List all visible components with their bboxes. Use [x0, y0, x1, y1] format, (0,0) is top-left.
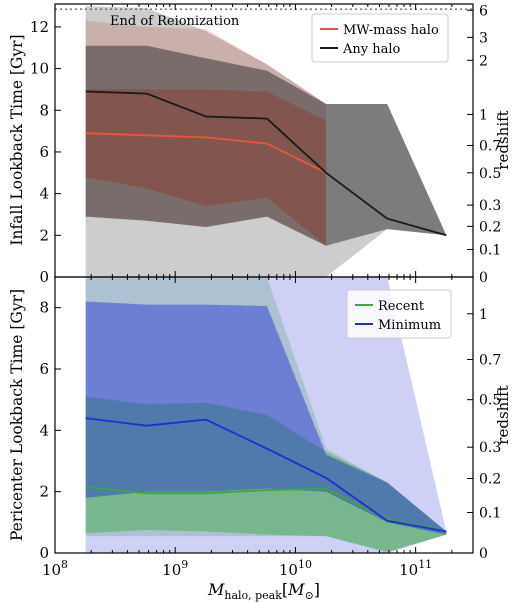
- redshift-tick-label: 1: [479, 107, 488, 123]
- redshift-tick-label: 0.2: [479, 471, 501, 487]
- y-tick-label: 4: [39, 421, 49, 439]
- mw-mass-halo-outer-band: [85, 20, 327, 246]
- x-tick-label: 1011: [399, 558, 432, 579]
- redshift-tick-label: 0.7: [479, 139, 501, 155]
- redshift-tick-label: 0.3: [479, 440, 501, 456]
- redshift-tick-label: 0.2: [479, 219, 501, 235]
- redshift-tick-label: 0.1: [479, 242, 501, 258]
- y-tick-label: 4: [39, 185, 49, 203]
- redshift-tick-label: 0.1: [479, 506, 501, 522]
- x-tick-label: 109: [162, 558, 188, 579]
- y-tick-label: 2: [39, 483, 49, 501]
- any-halo-median-line: [85, 90, 447, 237]
- bottom-redshift-axis: 0 0.1 0.2 0.3 0.5 0.7 1: [467, 307, 501, 562]
- y-tick-label: 0: [39, 268, 49, 286]
- any-halo-inner-band: [85, 45, 447, 246]
- recent-outer-band: [85, 277, 447, 553]
- minimum-inner-band: [85, 301, 447, 535]
- legend-label-recent: Recent: [378, 299, 425, 314]
- redshift-tick-label: 2: [479, 53, 488, 69]
- top-redshift-axis: 0 0.1 0.2 0.3 0.5 0.7 1 2 3 6: [467, 3, 501, 286]
- x-axis: 108 109 1010 1011: [42, 277, 474, 579]
- bottom-redshift-axis-label: redshift: [494, 385, 512, 444]
- redshift-tick-label: 0.5: [479, 393, 501, 409]
- redshift-tick-label: 0.7: [479, 352, 501, 368]
- any-halo-outer-band: [85, 6, 447, 277]
- top-lines: [85, 90, 447, 237]
- top-redshift-axis-label: redshift: [494, 110, 512, 169]
- recent-inner-band: [85, 396, 447, 552]
- y-tick-label: 12: [30, 18, 49, 36]
- bottom-y-axis: 0 2 4 6 8: [39, 299, 61, 562]
- bottom-plot-frame: [54, 276, 474, 554]
- x-axis-label: Mhalo, peak[M⊙]: [207, 580, 320, 602]
- redshift-tick-label: 0: [479, 270, 488, 286]
- y-tick-label: 2: [39, 226, 49, 244]
- top-legend-box: [311, 13, 449, 63]
- y-tick-label: 6: [39, 360, 49, 378]
- redshift-tick-label: 1: [479, 307, 488, 323]
- bottom-legend-box: [346, 289, 452, 339]
- x-tick-label: 1010: [279, 558, 312, 579]
- bottom-panel: 0 2 4 6 8 0 0.1 0.2 0.3 0.5 0.7 1 108 109 1010 1011 P…: [8, 276, 512, 602]
- redshift-tick-label: 0: [479, 546, 488, 562]
- redshift-tick-label: 0.5: [479, 166, 501, 182]
- reionization-label: End of Reionization: [110, 14, 240, 29]
- bottom-y-axis-label: Pericenter Lookback Time [Gyr]: [8, 289, 26, 541]
- mw-mass-halo-inner-band: [85, 89, 327, 246]
- x-tick-label: 108: [42, 558, 68, 579]
- legend-label-mw-mass-halo: MW-mass halo: [343, 23, 439, 38]
- legend-label-minimum: Minimum: [378, 318, 441, 333]
- recent-median-line: [85, 486, 447, 533]
- y-tick-label: 6: [39, 143, 49, 161]
- mw-mass-halo-median-line: [85, 132, 327, 174]
- minimum-median-line: [85, 417, 447, 533]
- minimum-outer-band: [85, 277, 447, 553]
- top-y-axis-label: Infall Lookback Time [Gyr]: [8, 34, 26, 245]
- top-legend: MW-mass halo Any halo: [311, 13, 449, 63]
- y-tick-label: 0: [39, 544, 49, 562]
- legend-label-any-halo: Any halo: [342, 42, 401, 57]
- bottom-lines: [85, 417, 447, 533]
- bottom-legend: Recent Minimum: [346, 289, 452, 339]
- y-tick-label: 8: [39, 101, 49, 119]
- redshift-tick-label: 0.3: [479, 198, 501, 214]
- redshift-tick-label: 3: [479, 30, 488, 46]
- bottom-bands: [85, 277, 447, 553]
- redshift-tick-label: 6: [479, 3, 488, 19]
- y-tick-label: 8: [39, 299, 49, 317]
- y-tick-label: 10: [30, 60, 49, 78]
